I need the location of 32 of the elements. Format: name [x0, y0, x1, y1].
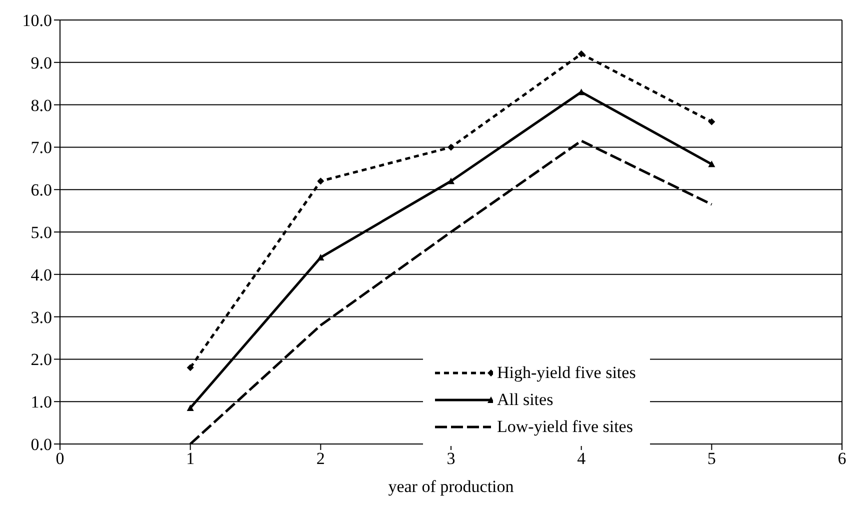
y-tick-label: 9.0 — [30, 53, 52, 72]
legend-label: High-yield five sites — [497, 362, 636, 382]
x-tick-label: 3 — [446, 449, 456, 468]
y-tick-label: 1.0 — [30, 392, 52, 412]
x-axis-title: year of production — [388, 477, 514, 496]
point — [317, 178, 324, 185]
y-tick-label: 3.0 — [30, 308, 52, 327]
point — [708, 118, 716, 126]
point — [708, 160, 716, 168]
point — [186, 404, 194, 411]
point — [578, 50, 585, 58]
y-tick-label: 0.0 — [30, 435, 52, 454]
y-tick-label: 6.0 — [30, 180, 52, 200]
y-tick-label: 8.0 — [30, 96, 52, 115]
y-tick-label: 7.0 — [30, 138, 52, 158]
x-tick-label: 0 — [56, 449, 64, 468]
point — [448, 144, 454, 151]
legend-label: All sites — [497, 390, 554, 410]
x-tick-label: 1 — [186, 449, 195, 468]
x-tick-label: 5 — [707, 449, 716, 468]
point — [186, 364, 194, 372]
legend-label: Low-yield five sites — [497, 416, 633, 436]
point — [578, 88, 585, 96]
point — [448, 178, 454, 184]
y-tick-label: 4.0 — [30, 265, 52, 284]
x-tick-label: 6 — [838, 449, 846, 468]
x-tick-label: 2 — [316, 449, 325, 468]
x-tick-label: 4 — [577, 449, 586, 468]
y-tick-label: 5.0 — [30, 223, 52, 242]
y-tick-label: 10.0 — [22, 11, 52, 30]
y-tick-label: 2.0 — [30, 350, 52, 370]
point — [317, 254, 324, 260]
